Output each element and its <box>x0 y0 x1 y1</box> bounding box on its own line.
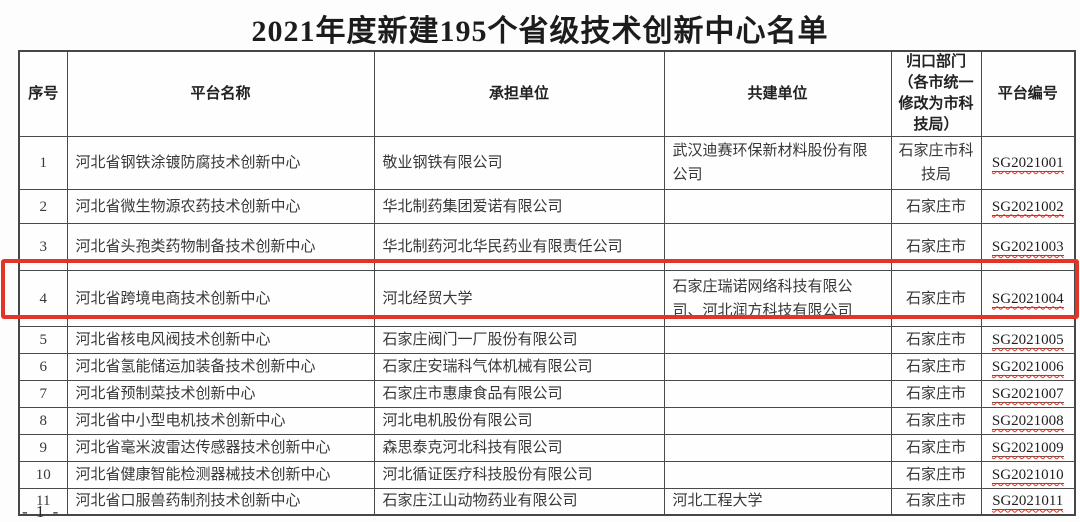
department-name: 石家庄市科技局 <box>890 136 982 190</box>
platform-name: 河北省毫米波雷达传感器技术创新中心 <box>66 434 375 462</box>
header-undertaker: 承担单位 <box>373 50 665 137</box>
partner-name <box>663 326 892 354</box>
platform-name: 河北省预制菜技术创新中心 <box>66 380 375 408</box>
row-number: 3 <box>18 223 68 271</box>
undertaker-name: 森思泰克河北科技有限公司 <box>373 434 665 462</box>
undertaker-name: 河北经贸大学 <box>373 270 665 327</box>
partner-name <box>663 353 892 381</box>
partner-name: 河北工程大学 <box>663 488 892 515</box>
table-row: 9 河北省毫米波雷达传感器技术创新中心 森思泰克河北科技有限公司 石家庄市 SG2021… <box>18 434 1076 462</box>
row-number: 11 <box>18 488 68 515</box>
platform-code: SG2021011 <box>980 488 1076 515</box>
platform-code-text: SG2021007 <box>991 386 1064 403</box>
department-name: 石家庄市 <box>890 270 982 327</box>
row-number: 9 <box>18 434 68 462</box>
undertaker-name: 华北制药河北华民药业有限责任公司 <box>373 223 665 271</box>
partner-name <box>663 380 892 408</box>
row-number: 8 <box>18 407 68 435</box>
table-row: 2 河北省微生物源农药技术创新中心 华北制药集团爱诺有限公司 石家庄市 SG202100… <box>18 189 1076 224</box>
platform-code: SG2021003 <box>980 223 1076 271</box>
page-number: - 1 - <box>22 502 61 521</box>
platform-code: SG2021005 <box>980 326 1076 354</box>
platform-name: 河北省核电风阀技术创新中心 <box>66 326 375 354</box>
platform-code-text: SG2021003 <box>991 239 1064 256</box>
row-number: 5 <box>18 326 68 354</box>
platform-code-text: SG2021005 <box>991 332 1064 349</box>
platform-code: SG2021008 <box>980 407 1076 435</box>
partner-name <box>663 461 892 489</box>
platform-code-text: SG2021006 <box>991 359 1064 376</box>
partner-name <box>663 434 892 462</box>
row-number: 10 <box>18 461 68 489</box>
table-header: 序号 平台名称 承担单位 共建单位 归口部门（各市统一修改为市科技局） 平台编号 <box>18 50 1076 137</box>
table-body: 1 河北省钢铁涂镀防腐技术创新中心 敬业钢铁有限公司 武汉迪赛环保新材料股份有限公司石… <box>18 136 1076 515</box>
table-row: 6 河北省氢能储运加装备技术创新中心 石家庄安瑞科气体机械有限公司 石家庄市 SG202… <box>18 353 1076 381</box>
platform-name: 河北省钢铁涂镀防腐技术创新中心 <box>66 136 375 190</box>
department-name: 石家庄市 <box>890 353 982 381</box>
header-platform-code: 平台编号 <box>980 50 1076 137</box>
undertaker-name: 石家庄安瑞科气体机械有限公司 <box>373 353 665 381</box>
platform-name: 河北省微生物源农药技术创新中心 <box>66 189 375 224</box>
table-row: 1 河北省钢铁涂镀防腐技术创新中心 敬业钢铁有限公司 武汉迪赛环保新材料股份有限公司石… <box>18 136 1076 190</box>
table-row: 8 河北省中小型电机技术创新中心 河北电机股份有限公司 石家庄市 SG2021008 <box>18 407 1076 435</box>
department-name: 石家庄市 <box>890 189 982 224</box>
platform-code-text: SG2021002 <box>991 198 1064 216</box>
platform-code: SG2021001 <box>980 136 1076 190</box>
row-number: 7 <box>18 380 68 408</box>
platform-code: SG2021009 <box>980 434 1076 462</box>
row-number: 6 <box>18 353 68 381</box>
partner-name: 石家庄瑞诺网络科技有限公司、河北润方科技有限公司 <box>663 270 892 327</box>
header-partner: 共建单位 <box>663 50 892 137</box>
platform-code-text: SG2021004 <box>991 290 1064 308</box>
platform-code-text: SG2021009 <box>991 440 1064 457</box>
platform-code: SG2021004 <box>980 270 1076 327</box>
platform-name: 河北省头孢类药物制备技术创新中心 <box>66 223 375 271</box>
page-title: 2021年度新建195个省级技术创新中心名单 <box>251 15 829 48</box>
undertaker-name: 石家庄阀门一厂股份有限公司 <box>373 326 665 354</box>
department-name: 石家庄市 <box>890 223 982 271</box>
partner-name <box>663 223 892 271</box>
undertaker-name: 石家庄市惠康食品有限公司 <box>373 380 665 408</box>
platform-name: 河北省跨境电商技术创新中心 <box>66 270 375 327</box>
platform-code: SG2021006 <box>980 353 1076 381</box>
header-row-number: 序号 <box>18 50 68 137</box>
platform-name: 河北省氢能储运加装备技术创新中心 <box>66 353 375 381</box>
table-row: 7 河北省预制菜技术创新中心 石家庄市惠康食品有限公司 石家庄市 SG2021007 <box>18 380 1076 408</box>
table-row: 10 河北省健康智能检测器械技术创新中心 河北循证医疗科技股份有限公司 石家庄市 SG2… <box>18 461 1076 489</box>
table-row: 11 河北省口服兽药制剂技术创新中心 石家庄江山动物药业有限公司 河北工程大学 石家庄市… <box>18 488 1076 515</box>
platform-code: SG2021007 <box>980 380 1076 408</box>
department-name: 石家庄市 <box>890 488 982 515</box>
platform-code: SG2021002 <box>980 189 1076 224</box>
undertaker-name: 华北制药集团爱诺有限公司 <box>373 189 665 224</box>
undertaker-name: 河北循证医疗科技股份有限公司 <box>373 461 665 489</box>
platform-code-text: SG2021001 <box>991 155 1064 172</box>
department-name: 石家庄市 <box>890 434 982 462</box>
platform-code-text: SG2021011 <box>992 493 1064 511</box>
platform-code-text: SG2021010 <box>991 467 1064 484</box>
row-number: 2 <box>18 189 68 224</box>
header-platform-name: 平台名称 <box>66 50 375 137</box>
innovation-center-table: 序号 平台名称 承担单位 共建单位 归口部门（各市统一修改为市科技局） 平台编号… <box>18 50 1076 516</box>
partner-name: 武汉迪赛环保新材料股份有限公司 <box>663 136 892 190</box>
undertaker-name: 河北电机股份有限公司 <box>373 407 665 435</box>
platform-name: 河北省健康智能检测器械技术创新中心 <box>66 461 375 489</box>
undertaker-name: 石家庄江山动物药业有限公司 <box>373 488 665 515</box>
platform-code: SG2021010 <box>980 461 1076 489</box>
table-row: 3 河北省头孢类药物制备技术创新中心 华北制药河北华民药业有限责任公司 石家庄市 SG2… <box>18 223 1076 271</box>
partner-name <box>663 407 892 435</box>
department-name: 石家庄市 <box>890 461 982 489</box>
partner-name <box>663 189 892 224</box>
platform-name: 河北省口服兽药制剂技术创新中心 <box>66 488 375 515</box>
table-row: 5 河北省核电风阀技术创新中心 石家庄阀门一厂股份有限公司 石家庄市 SG2021005 <box>18 326 1076 354</box>
row-number: 1 <box>18 136 68 190</box>
department-name: 石家庄市 <box>890 380 982 408</box>
department-name: 石家庄市 <box>890 407 982 435</box>
department-name: 石家庄市 <box>890 326 982 354</box>
platform-name: 河北省中小型电机技术创新中心 <box>66 407 375 435</box>
platform-code-text: SG2021008 <box>991 413 1064 430</box>
table-row: 4 河北省跨境电商技术创新中心 河北经贸大学 石家庄瑞诺网络科技有限公司、河北润方科技… <box>18 270 1076 327</box>
row-number: 4 <box>18 270 68 327</box>
undertaker-name: 敬业钢铁有限公司 <box>373 136 665 190</box>
header-department: 归口部门（各市统一修改为市科技局） <box>890 50 982 137</box>
